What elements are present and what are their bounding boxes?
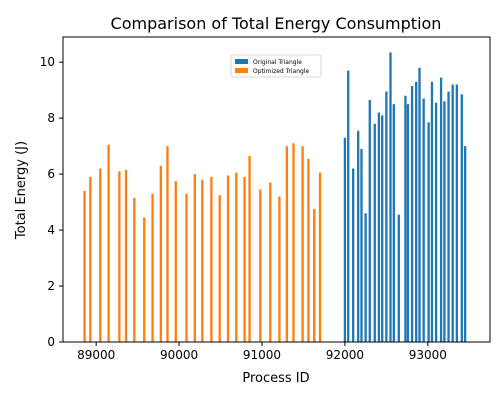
bar-optimized-triangle [243,176,246,342]
bar-original-triangle [451,84,454,342]
bar-original-triangle [360,148,363,342]
bar-optimized-triangle [248,155,251,342]
x-tick-label: 93000 [409,348,447,362]
bar-optimized-triangle [166,146,169,342]
y-axis-ticks: 0 2 4 6 8 10 [40,55,63,349]
bar-optimized-triangle [259,189,262,342]
bar-original-triangle [460,94,463,342]
bar-optimized-triangle [235,172,238,342]
legend-label-original: Original Triangle [253,59,302,66]
y-tick-label: 2 [47,279,55,293]
bar-original-triangle [455,84,458,342]
y-tick-label: 4 [47,223,55,237]
y-tick-label: 8 [47,111,55,125]
bar-optimized-triangle [201,179,204,342]
y-tick-label: 0 [47,335,55,349]
bar-original-triangle [463,146,467,342]
bar-original-triangle [357,130,360,342]
legend-swatch-original [235,59,248,64]
bar-optimized-triangle [185,193,188,342]
bar-optimized-triangle [278,196,281,342]
bar-optimized-triangle [151,193,154,342]
bar-original-triangle [347,70,350,342]
bar-original-triangle [422,98,425,342]
bar-optimized-triangle [226,175,230,342]
bar-original-triangle [368,99,371,343]
legend: Original Triangle Optimized Triangle [230,54,322,78]
bar-original-triangle [447,91,450,342]
bar-original-triangle [418,67,421,342]
bars-layer [83,52,467,343]
bar-optimized-triangle [301,146,304,342]
bar-original-triangle [397,214,400,342]
bar-original-triangle [389,52,392,342]
bar-original-triangle [392,104,395,342]
bar-original-triangle [443,101,446,342]
plot-area-frame [62,36,491,343]
y-tick-label: 6 [47,167,55,181]
bar-original-triangle [427,122,430,342]
bar-optimized-triangle [118,171,121,342]
bar-optimized-triangle [292,143,295,342]
bar-optimized-triangle [83,190,86,342]
bar-optimized-triangle [193,174,196,342]
bar-optimized-triangle [107,144,110,342]
bar-optimized-triangle [89,176,92,342]
x-axis-label: Process ID [242,371,309,386]
legend-label-optimized: Optimized Triangle [253,68,309,75]
bar-optimized-triangle [210,176,213,342]
bar-original-triangle [343,137,347,342]
x-tick-label: 92000 [326,348,364,362]
bar-optimized-triangle [99,168,102,342]
bar-original-triangle [410,85,414,342]
bar-original-triangle [404,95,407,342]
bar-original-triangle [352,168,355,342]
y-axis-label: Total Energy (J) [14,141,29,240]
bar-optimized-triangle [313,209,316,342]
x-tick-label: 90000 [160,348,198,362]
y-tick-label: 10 [40,55,55,69]
bar-optimized-triangle [285,146,289,342]
bar-original-triangle [434,102,438,342]
x-axis-ticks: 89000 90000 91000 92000 93000 [77,342,447,362]
bar-original-triangle [377,112,381,342]
bar-original-triangle [415,81,418,343]
chart-title: Comparison of Total Energy Consumption [111,14,442,33]
bar-optimized-triangle [133,197,136,342]
bar-original-triangle [430,81,434,343]
x-tick-label: 89000 [77,348,115,362]
bar-optimized-triangle [143,217,146,342]
legend-box [230,54,322,78]
legend-swatch-optimized [235,68,248,73]
bar-optimized-triangle [174,181,177,342]
bar-optimized-triangle [159,165,162,342]
bar-optimized-triangle [218,195,221,342]
bar-original-triangle [439,77,443,342]
bar-original-triangle [406,104,410,342]
bar-optimized-triangle [124,169,128,342]
bar-original-triangle [381,115,384,342]
bar-original-triangle [373,123,376,343]
bar-optimized-triangle [307,158,310,342]
bar-original-triangle [385,91,388,342]
x-tick-label: 91000 [243,348,281,362]
bar-optimized-triangle [269,182,272,342]
bar-optimized-triangle [318,172,322,342]
bar-original-triangle [364,213,367,342]
